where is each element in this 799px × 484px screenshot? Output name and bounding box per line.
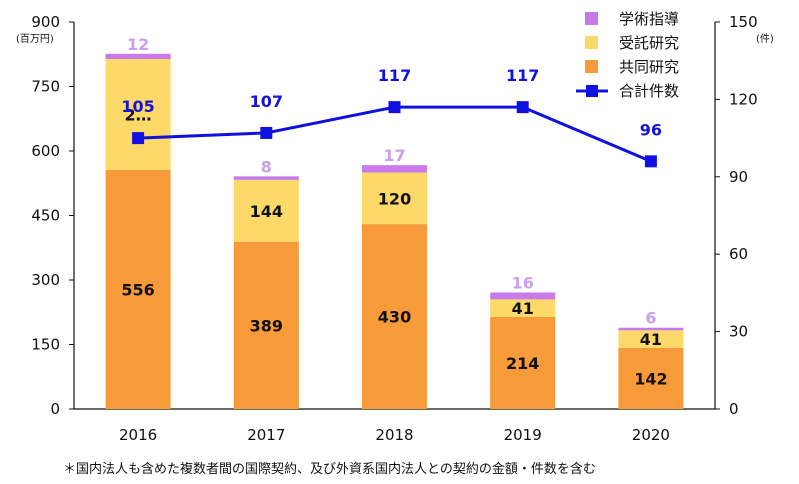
total-line-point [132,132,145,145]
x-tick-label: 2016 [119,426,157,444]
bars: 556 2… 12 389 144 8 430 120 17 214 41 16 142 41 6 [105,35,684,409]
right-tick-label: 60 [729,245,748,263]
left-tick-label: 900 [31,13,60,31]
bar-segment [618,327,684,331]
bar-segment [618,330,684,348]
left-tick-label: 450 [31,207,60,225]
right-axis-unit: (件) [756,33,774,45]
bar-segment [233,176,299,180]
bar-segment [233,241,299,409]
total-line-label: 107 [250,92,283,111]
total-line-label: 117 [378,66,411,85]
bar-data-label: 2… [125,105,152,124]
bar-data-label: 389 [250,316,283,335]
bar-segment [490,299,556,317]
bar-segment [362,165,427,173]
right-tick-label: 90 [729,168,748,186]
bar-segment [105,169,171,409]
bar-data-label: 142 [634,369,667,388]
bar-segment [233,179,299,242]
bar-data-label: 16 [512,273,534,292]
footnote: ＊国内法人も含めた複数者間の国際契約、及び外資系国内法人との契約の金額・件数を含… [63,461,596,477]
legend-swatch [585,60,598,73]
legend-label: 合計件数 [619,82,679,100]
total-line-point [388,101,401,114]
total-line: 105 107 117 117 96 [121,66,662,168]
bar-data-label: 430 [378,308,411,327]
bar-data-label: 556 [121,280,154,299]
bar-data-label: 120 [378,189,411,208]
bar-data-label: 144 [250,202,283,221]
bar-segment [362,172,427,225]
right-tick-label: 150 [729,13,758,31]
bar-data-label: 41 [640,330,662,349]
total-line-label: 96 [640,120,662,139]
x-tick-label: 2020 [632,426,670,444]
left-tick-label: 150 [31,336,60,354]
axes: 0 150 300 450 600 750 900 0 30 60 90 120 150 (百万円) (件)… [16,13,774,444]
legend-label: 学術指導 [619,10,679,28]
total-line-point [260,126,273,139]
bar-segment [362,224,427,409]
right-tick-label: 30 [729,323,748,341]
x-tick-label: 2019 [504,426,542,444]
total-line-point [516,101,529,114]
right-tick-label: 0 [729,400,739,418]
bar-data-label: 214 [506,354,539,373]
legend-label: 受託研究 [619,34,679,52]
left-axis-unit: (百万円) [16,33,54,45]
bar-data-label: 12 [127,35,149,54]
x-tick-label: 2017 [247,426,285,444]
legend-label: 共同研究 [619,58,679,76]
legend-swatch [585,36,598,49]
bar-data-label: 41 [512,299,534,318]
left-tick-label: 600 [31,142,60,160]
bar-segment [490,316,556,409]
x-tick-label: 2018 [375,426,413,444]
left-tick-label: 750 [31,78,60,96]
bar-segment [105,58,171,170]
right-tick-label: 120 [729,90,758,108]
total-line-point [644,155,657,168]
legend-line-marker [586,85,598,97]
total-line-label: 117 [506,66,539,85]
bar-data-label: 6 [645,309,656,328]
bar-segment [618,347,684,409]
bar-data-label: 17 [383,146,405,165]
total-line-label: 105 [121,97,154,116]
legend-swatch [585,12,598,25]
left-tick-label: 0 [50,400,60,418]
bar-segment [490,292,556,300]
left-tick-label: 300 [31,271,60,289]
bar-data-label: 8 [261,157,272,176]
bar-segment [105,53,171,59]
